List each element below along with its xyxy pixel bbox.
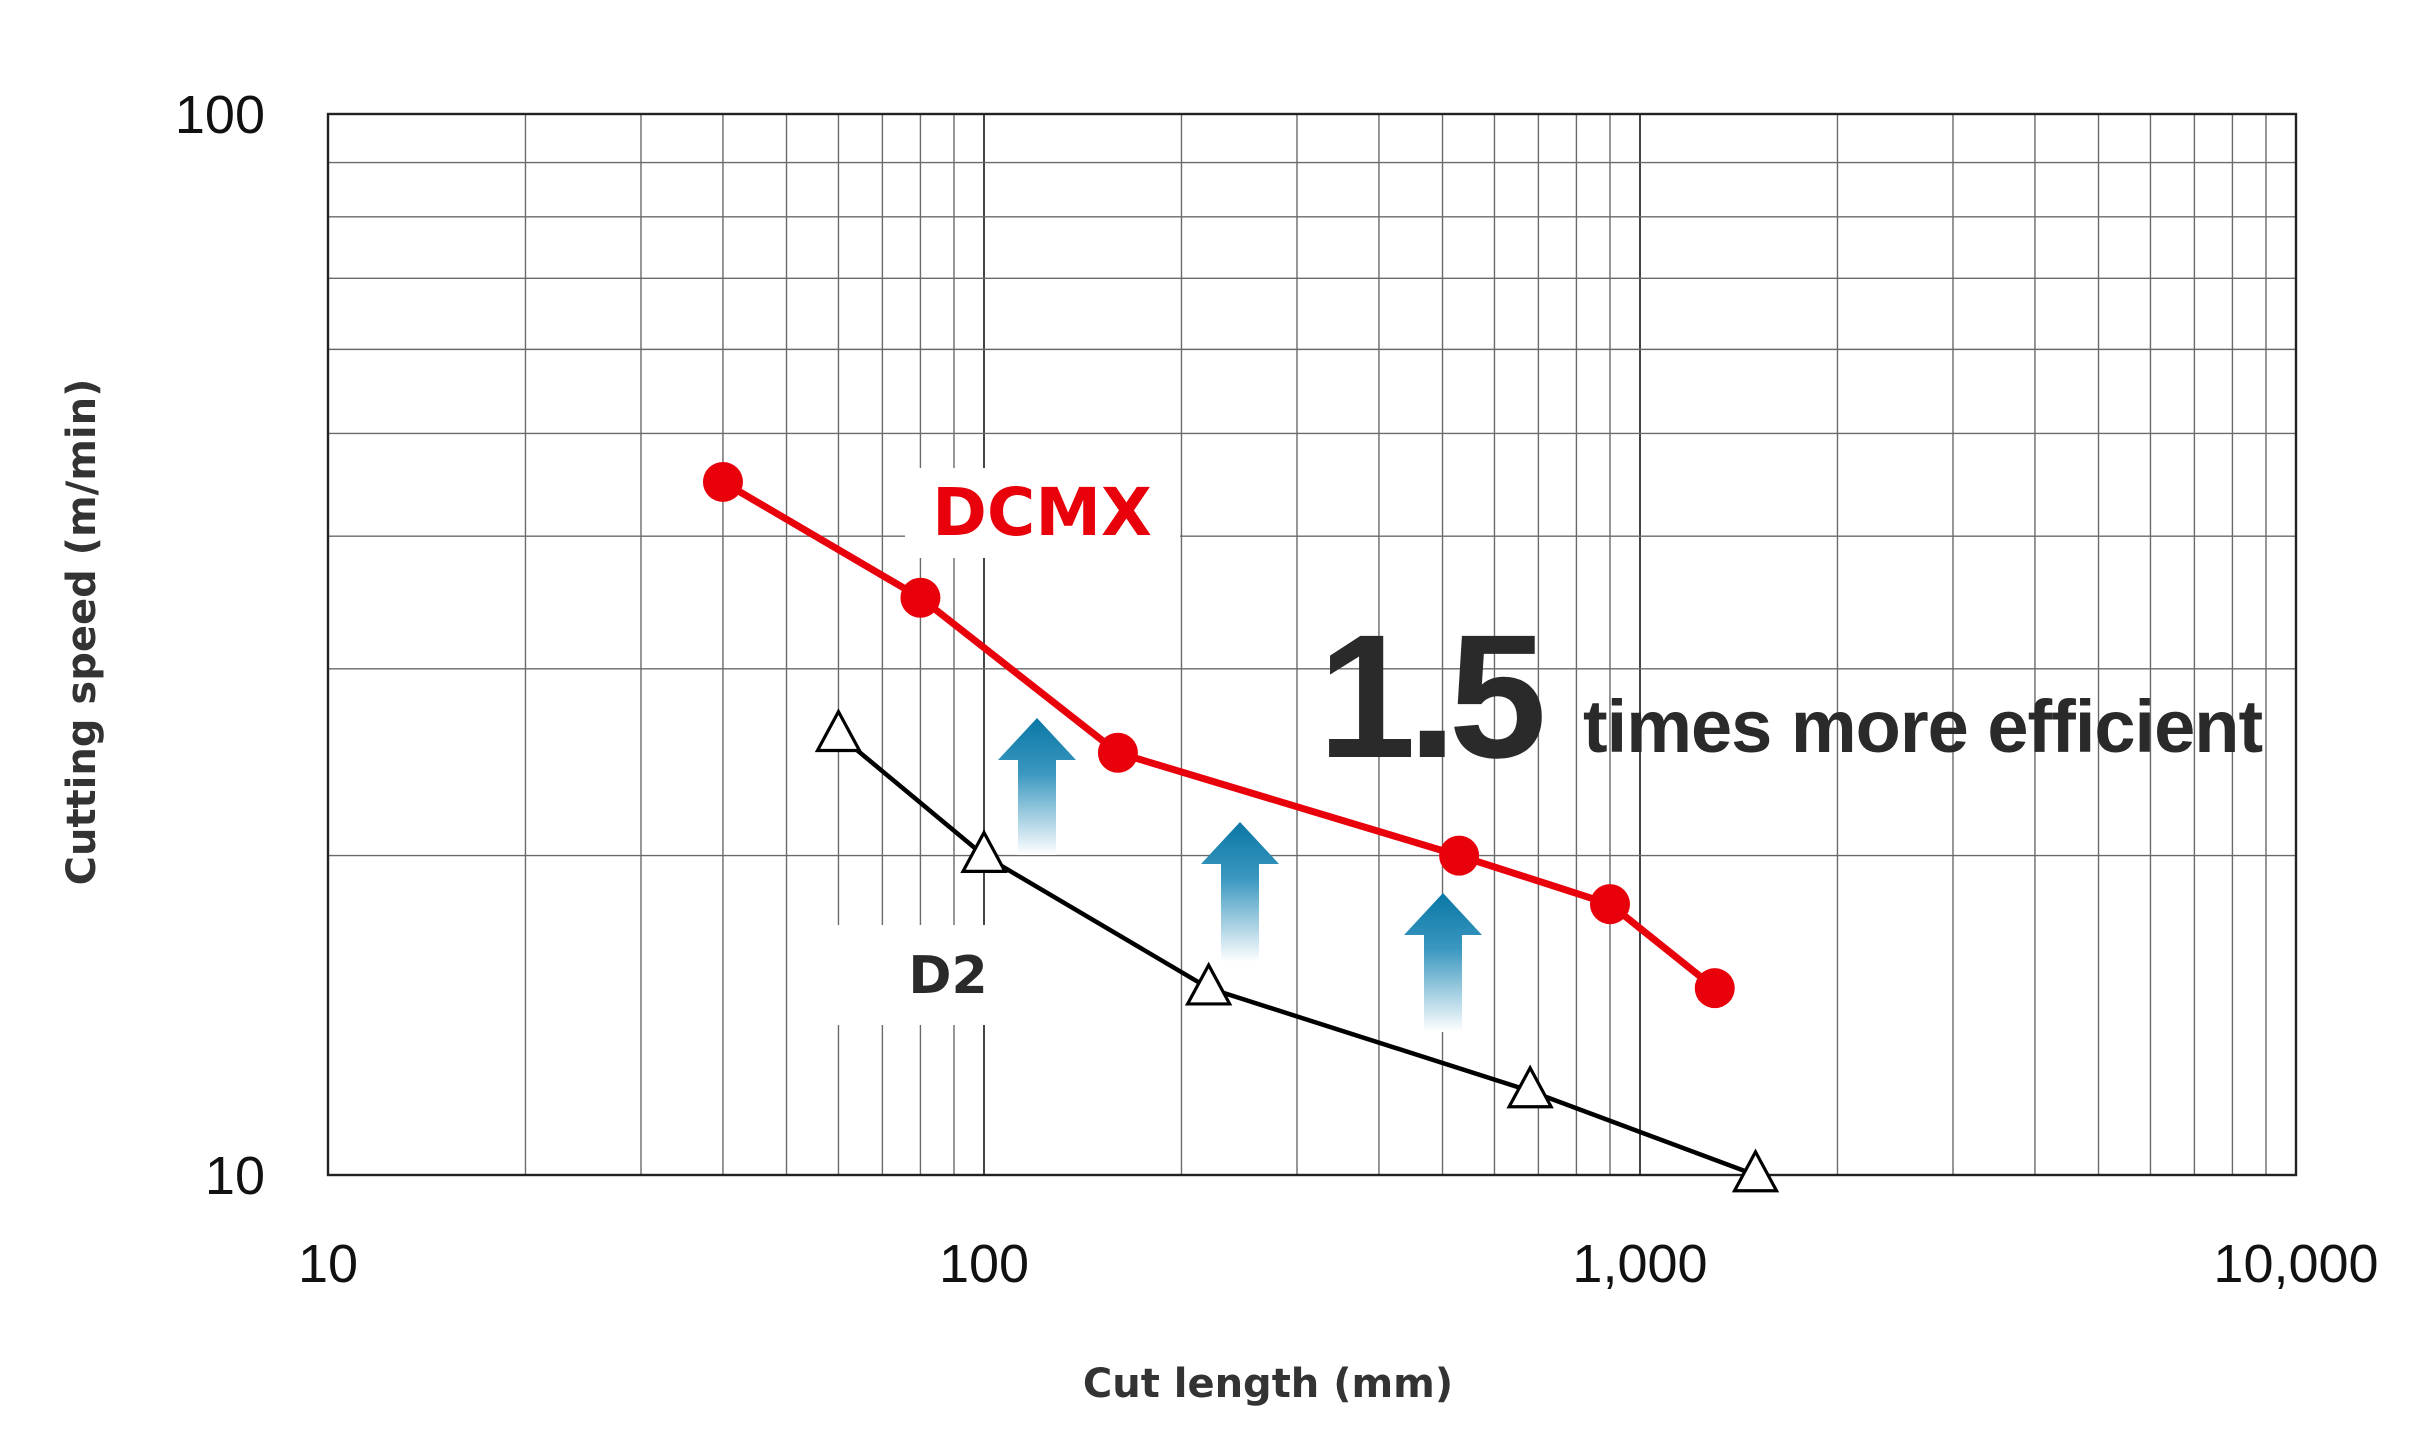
data-point — [702, 461, 743, 502]
data-point — [1184, 961, 1233, 1006]
data-point — [1097, 732, 1138, 773]
y-axis-tick-labels: 10 100 — [175, 85, 265, 1206]
plot-frame — [326, 112, 2298, 1177]
data-point — [1506, 1064, 1554, 1109]
series-dcmx — [702, 461, 1735, 1009]
annotation-big-number: 1.5 — [1318, 599, 1542, 795]
data-point — [814, 708, 863, 753]
y-tick-label: 100 — [175, 85, 265, 145]
series-layer — [702, 461, 1780, 1193]
data-point — [1694, 968, 1735, 1009]
x-axis-title: Cut length (mm) — [1083, 1361, 1453, 1407]
series-label-dcmx: DCMX — [932, 474, 1152, 551]
series-d2 — [814, 708, 1780, 1193]
x-axis-tick-labels: 10 100 1,000 10,000 — [298, 1234, 2379, 1294]
data-point — [900, 577, 941, 618]
up-arrow-icon — [998, 718, 1076, 855]
annotation-text: times more efficient — [1583, 685, 2262, 768]
efficiency-annotation: 1.5 times more efficient — [1318, 599, 2263, 795]
data-point — [1439, 835, 1480, 876]
series-labels: DCMX D2 — [908, 474, 1152, 1006]
x-tick-label: 1,000 — [1572, 1234, 1707, 1294]
data-point — [1589, 884, 1630, 925]
y-axis-title: Cutting speed (m/min) — [59, 379, 105, 886]
data-point — [1731, 1148, 1780, 1193]
up-arrow-icon — [1404, 893, 1482, 1032]
up-arrow-icon — [1201, 822, 1279, 962]
y-tick-label: 10 — [205, 1146, 265, 1206]
grid — [328, 114, 2296, 1175]
improvement-arrows — [998, 718, 1482, 1032]
x-tick-label: 100 — [939, 1234, 1029, 1294]
x-tick-label: 10,000 — [2213, 1234, 2378, 1294]
data-point — [960, 829, 1008, 873]
label-background — [832, 925, 1022, 1025]
label-background — [905, 468, 1180, 558]
series-line — [721, 478, 1717, 991]
x-tick-label: 10 — [298, 1234, 358, 1294]
series-label-d2: D2 — [908, 946, 987, 1006]
